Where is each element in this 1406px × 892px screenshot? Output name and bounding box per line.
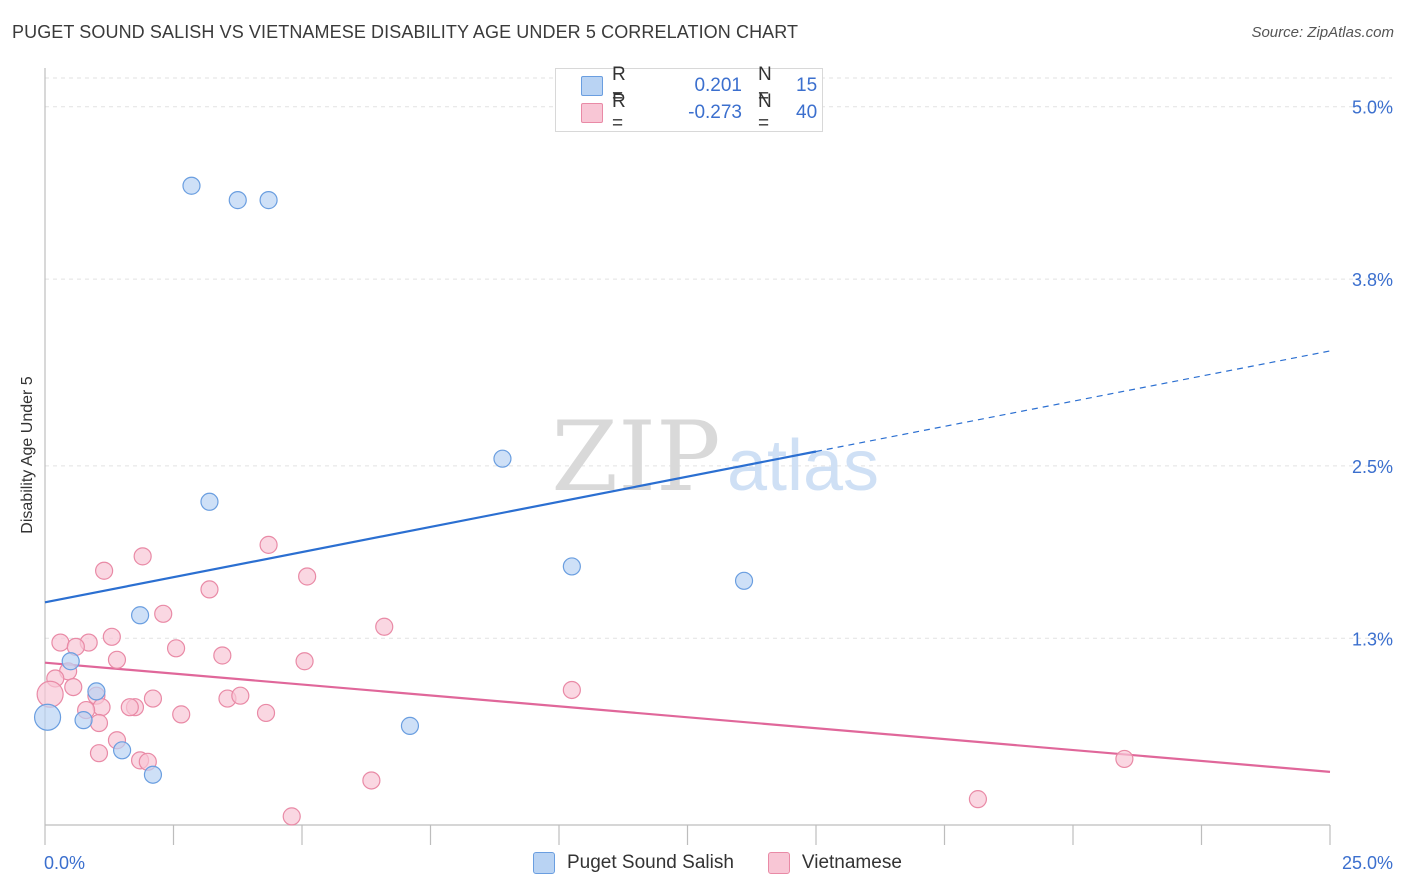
point-vietnamese	[362, 771, 381, 790]
x-tick-label: 0.0%	[44, 853, 85, 873]
point-vietnamese	[256, 703, 276, 723]
legend-label-salish: Puget Sound Salish	[567, 852, 734, 873]
grid-lines	[45, 77, 1392, 639]
legend-swatch-blue	[533, 852, 555, 874]
source-label: Source: ZipAtlas.com	[1251, 24, 1394, 41]
trend-line-vietnamese	[44, 661, 1331, 773]
point-vietnamese	[231, 686, 250, 705]
watermark-zip: ZIP	[551, 401, 720, 513]
point-vietnamese	[1115, 749, 1134, 769]
trend-line-salish	[44, 450, 817, 604]
point-salish	[33, 703, 62, 731]
point-vietnamese	[64, 677, 83, 697]
watermark-atlas: atlas	[727, 426, 879, 506]
point-vietnamese	[259, 535, 278, 554]
x-tick-label: 25.0%	[1342, 853, 1393, 873]
legend-swatch-blue	[581, 76, 603, 96]
point-vietnamese	[282, 807, 301, 826]
point-vietnamese	[295, 652, 314, 671]
point-vietnamese	[143, 689, 163, 708]
point-salish	[61, 652, 80, 671]
legend-item-salish: Puget Sound Salish	[533, 852, 734, 874]
point-salish	[112, 741, 132, 760]
point-vietnamese	[154, 604, 173, 623]
point-vietnamese	[102, 627, 121, 646]
point-vietnamese	[89, 713, 109, 733]
legend-n-label: N =	[758, 64, 772, 107]
point-vietnamese	[172, 705, 191, 724]
point-vietnamese	[200, 580, 219, 599]
legend-r-value: -0.273	[688, 102, 742, 123]
y-tick-label: 3.8%	[1352, 270, 1393, 290]
chart-title: PUGET SOUND SALISH VS VIETNAMESE DISABIL…	[12, 22, 799, 42]
point-vietnamese	[95, 561, 114, 580]
point-salish	[74, 711, 93, 730]
legend-n-label: N =	[758, 91, 772, 134]
trend-lines	[44, 350, 1331, 773]
point-vietnamese	[375, 617, 394, 636]
point-vietnamese	[107, 650, 127, 669]
legend-item-vietnamese: Vietnamese	[767, 852, 902, 874]
point-salish	[400, 716, 420, 735]
point-vietnamese	[92, 698, 111, 717]
point-vietnamese	[562, 680, 581, 700]
y-tick-label: 5.0%	[1352, 98, 1393, 118]
point-vietnamese	[51, 633, 70, 652]
point-vietnamese	[120, 698, 139, 717]
point-vietnamese	[213, 646, 232, 665]
legend-r-value: 0.201	[694, 75, 742, 96]
legend-r-label: R =	[612, 64, 626, 107]
point-salish	[259, 191, 278, 210]
point-vietnamese	[166, 639, 186, 658]
legend-label-vietnamese: Vietnamese	[801, 852, 902, 873]
point-vietnamese	[968, 790, 988, 809]
point-vietnamese	[298, 567, 317, 586]
correlation-legend: R = 0.201 N = 15 R = -0.273 N = 40	[555, 64, 823, 134]
point-salish	[228, 191, 247, 210]
legend-swatch-pink	[581, 103, 603, 123]
point-vietnamese	[133, 547, 152, 566]
y-tick-label: 1.3%	[1352, 629, 1393, 649]
point-salish	[143, 765, 163, 784]
legend-n-value: 40	[796, 102, 818, 123]
y-tick-label: 2.5%	[1352, 457, 1393, 477]
point-salish	[562, 557, 581, 576]
series-legend: Puget Sound Salish Vietnamese	[533, 852, 936, 874]
data-points	[33, 176, 1134, 826]
legend-swatch-pink	[767, 852, 790, 874]
point-salish	[130, 606, 150, 625]
point-salish	[200, 492, 219, 511]
point-vietnamese	[89, 744, 109, 763]
tick-labels: 1.3% 2.5% 3.8% 5.0% 0.0% 25.0%	[44, 98, 1393, 873]
trend-line-salish-extension	[815, 350, 1331, 453]
point-salish	[734, 571, 754, 590]
point-vietnamese	[36, 680, 64, 708]
point-salish	[493, 449, 512, 468]
legend-n-value: 15	[796, 75, 818, 96]
point-salish	[182, 176, 201, 195]
watermark: ZIP atlas	[551, 401, 879, 513]
point-salish	[87, 682, 106, 701]
legend-r-label: R =	[612, 91, 626, 134]
